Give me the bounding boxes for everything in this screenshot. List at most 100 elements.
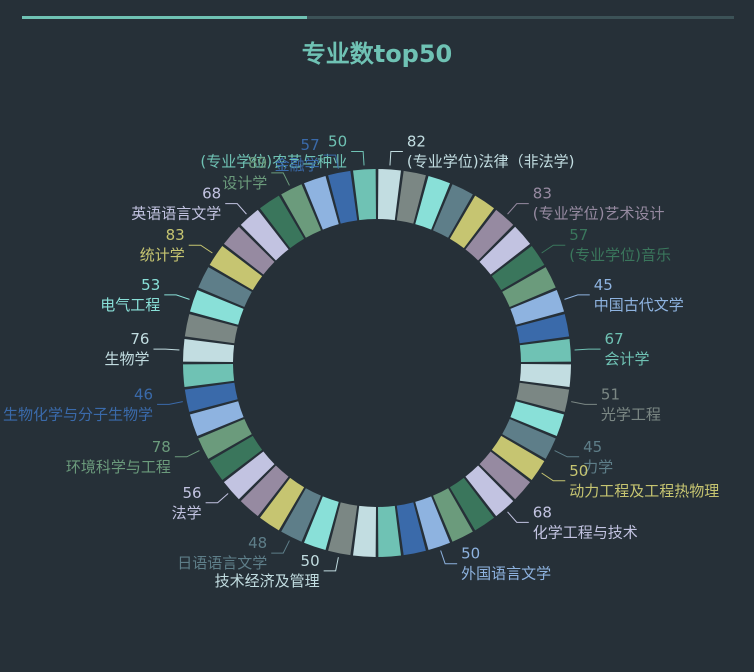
slice-value-label: 50 [461, 545, 480, 563]
donut-slice[interactable] [491, 245, 545, 291]
donut-slice[interactable] [259, 195, 305, 249]
donut-slice[interactable] [184, 314, 238, 344]
donut-slice[interactable] [502, 419, 556, 459]
slice-leader-line [153, 348, 180, 351]
donut-slice[interactable] [479, 451, 531, 500]
donut-slice[interactable] [240, 209, 289, 261]
donut-slice[interactable] [433, 488, 473, 542]
slice-name-label: 动力工程及工程热物理 [569, 482, 719, 500]
slice-name-label: 电气工程 [100, 296, 160, 314]
slice-name-label: 化学工程与技术 [533, 523, 638, 541]
slice-name-label: 技术经济及管理 [215, 572, 320, 590]
slice-name-label: (专业学位)法律（非法学) [407, 152, 575, 170]
donut-slice[interactable] [328, 502, 358, 556]
slice-value-label: 82 [407, 132, 426, 150]
slice-value-label: 45 [594, 276, 613, 294]
donut-slice[interactable] [449, 195, 495, 249]
donut-slice[interactable] [516, 382, 570, 412]
donut-slice[interactable] [223, 226, 275, 275]
donut-slice[interactable] [465, 209, 514, 261]
slice-leader-line [188, 244, 213, 254]
slice-value-label: 68 [202, 185, 221, 203]
slice-leader-line [541, 472, 566, 482]
slice-leader-line [507, 511, 529, 523]
donut-slice[interactable] [510, 290, 565, 325]
donut-slice[interactable] [396, 502, 426, 556]
donut-slice[interactable] [465, 465, 514, 517]
slice-leader-line [554, 450, 580, 458]
donut-slice[interactable] [281, 488, 321, 542]
slice-value-label: 56 [183, 484, 202, 502]
donut-slice[interactable] [449, 477, 495, 531]
slice-leader-line [174, 450, 200, 458]
donut-slice[interactable] [415, 496, 450, 551]
donut-slice[interactable] [209, 245, 263, 291]
slice-value-label: 83 [533, 185, 552, 203]
slice-value-label: 50 [569, 462, 588, 480]
slice-name-label: 金融学 [275, 156, 320, 174]
donut-slice[interactable] [304, 496, 339, 551]
donut-slice[interactable] [183, 364, 235, 387]
slice-leader-line [507, 203, 529, 215]
donut-slice[interactable] [353, 169, 376, 221]
donut-slice[interactable] [259, 477, 305, 531]
slice-name-label: 生物化学与分子生物学 [3, 405, 153, 423]
donut-slice[interactable] [189, 290, 244, 325]
donut-slice[interactable] [353, 505, 376, 557]
donut-slice[interactable] [209, 435, 263, 481]
donut-slice[interactable] [396, 170, 426, 224]
donut-slice[interactable] [479, 226, 531, 275]
donut-slice[interactable] [491, 435, 545, 481]
slice-value-label: 89 [248, 154, 267, 172]
donut-slice[interactable] [328, 170, 358, 224]
slice-name-label: 外国语言文学 [461, 565, 551, 583]
slice-value-label: 53 [141, 276, 160, 294]
slice-value-label: 50 [328, 132, 347, 150]
slice-name-label: 统计学 [140, 246, 185, 264]
slice-value-label: 46 [134, 385, 153, 403]
donut-slice[interactable] [433, 184, 473, 238]
donut-slice[interactable] [198, 419, 252, 459]
donut-slice[interactable] [184, 382, 238, 412]
slice-name-label: 力学 [583, 458, 613, 476]
donut-slice[interactable] [519, 339, 571, 362]
donut-slice[interactable] [281, 184, 321, 238]
slice-name-label: 法学 [172, 504, 202, 522]
donut-slice[interactable] [223, 451, 275, 500]
header-divider [22, 16, 734, 19]
donut-slice[interactable] [516, 314, 570, 344]
donut-slice[interactable] [378, 169, 401, 221]
slice-name-label: (专业学位)音乐 [569, 246, 671, 264]
slice-value-label: 51 [601, 385, 620, 403]
donut-slice[interactable] [510, 401, 565, 436]
slice-value-label: 57 [301, 136, 320, 154]
slice-value-label: 67 [605, 330, 624, 348]
slice-leader-line [271, 172, 290, 186]
slice-value-label: 83 [166, 226, 185, 244]
slice-name-label: 会计学 [605, 350, 650, 368]
donut-slice[interactable] [519, 364, 571, 387]
donut-slice[interactable] [378, 505, 401, 557]
donut-slice[interactable] [198, 267, 252, 307]
slice-value-label: 48 [248, 534, 267, 552]
slice-leader-line [323, 557, 339, 572]
slice-leader-line [571, 401, 597, 405]
slice-value-label: 50 [301, 552, 320, 570]
header-divider-accent [22, 16, 307, 19]
donut-slice[interactable] [304, 175, 339, 230]
slice-value-label: 76 [130, 330, 149, 348]
donut-slice[interactable] [502, 267, 556, 307]
chart-title: 专业数top50 [301, 40, 453, 68]
slice-value-label: 78 [152, 438, 171, 456]
donut-slice[interactable] [415, 175, 450, 230]
slice-name-label: 中国古代文学 [594, 296, 684, 314]
slice-value-label: 57 [569, 226, 588, 244]
slice-leader-line [157, 401, 183, 405]
slice-value-label: 45 [583, 438, 602, 456]
donut-slice[interactable] [240, 465, 289, 517]
donut-slice[interactable] [183, 339, 235, 362]
donut-slice[interactable] [189, 401, 244, 436]
slice-leader-line [225, 203, 247, 215]
